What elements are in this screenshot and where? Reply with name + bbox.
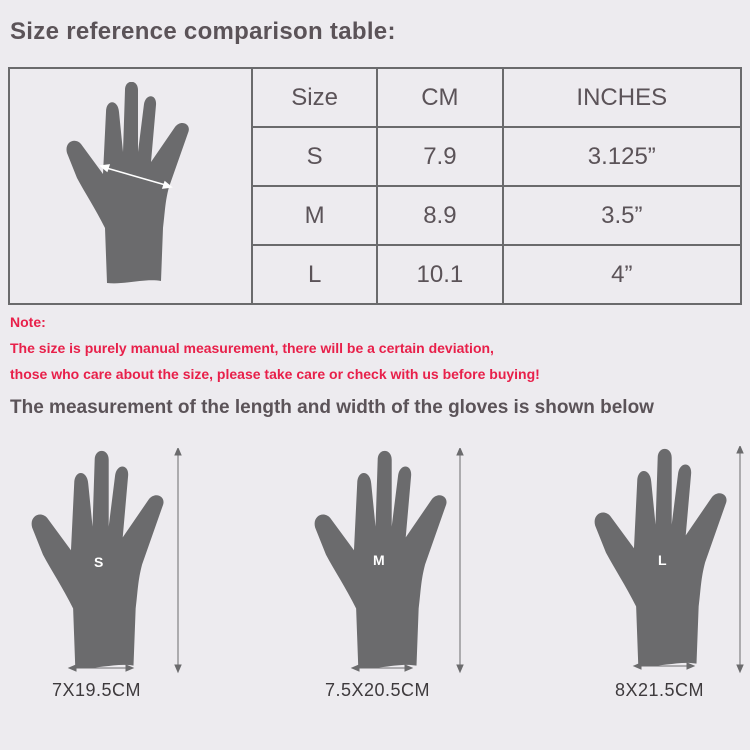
note-line-2: those who care about the size, please ta… [10,366,540,382]
glove-size-label: L [658,552,667,568]
table-header-row: Size CM INCHES [8,67,743,305]
hand-silhouette-icon [65,81,189,283]
header-cm: CM [376,67,504,128]
cell-inches: 3.5” [501,185,743,246]
hand-silhouette-icon [594,444,744,674]
table-row: S 7.9 3.125” [9,126,743,187]
cell-size: M [250,185,379,246]
glove-l: L [591,444,750,678]
header-size: Size [250,67,379,128]
double-arrow-icon [632,444,744,674]
note-label: Note: [10,314,46,330]
table-row: M 8.9 3.5” [9,185,743,246]
glove-m: M [311,446,481,678]
glove-size-label: M [373,552,385,568]
cell-inches: 3.125” [501,126,743,187]
glove-dimensions: 8X21.5CM [615,680,705,700]
cell-cm: 8.9 [376,185,504,246]
double-arrow-icon [67,446,182,674]
header-inches: INCHES [501,67,743,128]
note-line-1: The size is purely manual measurement, t… [10,340,494,356]
double-arrow-icon [98,163,173,189]
table-row: L 10.1 4” [9,244,743,305]
page-title: Size reference comparison table: [10,18,396,45]
hand-silhouette-icon [314,446,464,674]
glove-dimensions: 7X19.5CM [52,680,142,700]
hand-silhouette-icon [31,446,182,674]
cell-size: L [250,244,379,305]
cell-size: S [250,126,379,187]
cell-cm: 7.9 [376,126,504,187]
double-arrow-icon [350,446,464,674]
size-table: Size CM INCHES S 7.9 3.125” M 8.9 3.5” L… [8,67,743,305]
glove-size-label: S [94,554,104,570]
cell-inches: 4” [501,244,743,305]
hand-measure-cell [8,67,253,305]
measurement-subtitle: The measurement of the length and width … [10,397,654,418]
glove-s: S [28,446,198,678]
cell-cm: 10.1 [376,244,504,305]
glove-dimensions: 7.5X20.5CM [325,680,431,700]
